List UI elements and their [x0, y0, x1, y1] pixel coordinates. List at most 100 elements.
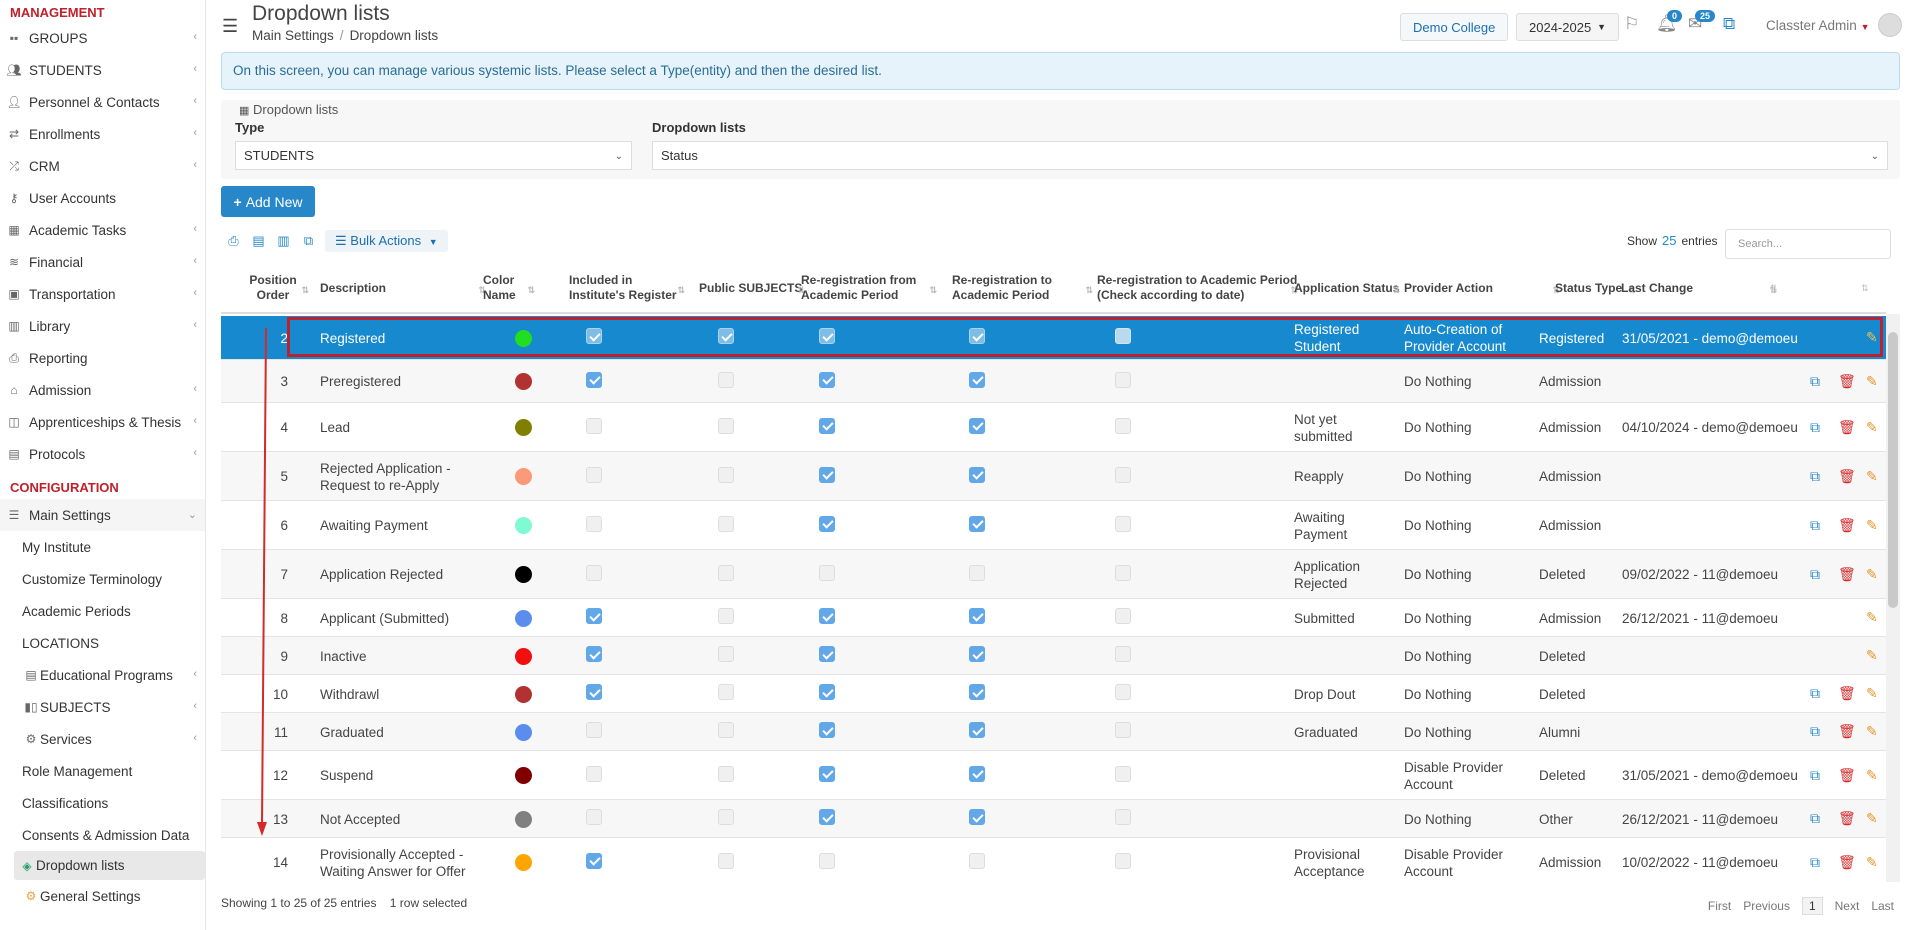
checkbox-date[interactable]	[1115, 608, 1131, 624]
checkbox-inc[interactable]	[586, 684, 602, 700]
sidebar-item-dropdown-lists[interactable]: ◈ Dropdown lists	[14, 851, 205, 880]
column-header-6[interactable]: Re-registration to Academic Period ⇅	[952, 262, 1097, 314]
sidebar-item-personnel-contacts[interactable]: 👤︎ Personnel & Contacts ‹	[0, 86, 205, 118]
checkbox-from[interactable]	[819, 564, 835, 581]
checkbox-date[interactable]	[1115, 852, 1131, 869]
checkbox-pub[interactable]	[718, 515, 734, 532]
column-header-8[interactable]: Application Status ⇅	[1294, 262, 1404, 314]
copy-icon[interactable]: ⧉	[1810, 418, 1820, 435]
checkbox-to[interactable]	[969, 564, 985, 581]
edit-icon[interactable]: ✎	[1866, 467, 1878, 484]
type-select[interactable]: STUDENTS ⌄	[235, 141, 632, 170]
sidebar-item-customize-terminology[interactable]: Customize Terminology	[0, 563, 205, 595]
sidebar-item-academic-periods[interactable]: Academic Periods	[0, 595, 205, 627]
checkbox-date[interactable]	[1115, 646, 1131, 662]
edit-icon[interactable]: ✎	[1866, 810, 1878, 826]
next-page-link[interactable]: Next	[1834, 899, 1860, 913]
sidebar-item-educational-programs[interactable]: ▤ Educational Programs ‹	[0, 659, 205, 691]
previous-page-link[interactable]: Previous	[1743, 899, 1790, 913]
college-selector[interactable]: Demo College	[1400, 13, 1509, 41]
checkbox-from[interactable]	[819, 646, 835, 662]
checkbox-from[interactable]	[819, 608, 835, 624]
checkbox-to[interactable]	[969, 809, 985, 825]
table-scrollbar[interactable]	[1886, 314, 1900, 882]
table-row[interactable]: 13 Not Accepted Do Nothing Other 26/12/2021 …	[221, 800, 1886, 838]
column-header-4[interactable]: Public SUBJECTS ⇅	[699, 262, 809, 314]
search-input[interactable]: Search...	[1725, 229, 1891, 259]
copy-icon[interactable]: ⧉	[1810, 516, 1820, 533]
checkbox-date[interactable]	[1115, 328, 1131, 344]
sidebar-item-apprenticeships-thesis[interactable]: ◫ Apprenticeships & Thesis ‹	[0, 406, 205, 438]
edit-icon[interactable]: ✎	[1866, 516, 1878, 533]
sidebar-item-my-institute[interactable]: My Institute	[0, 531, 205, 563]
checkbox-date[interactable]	[1115, 515, 1131, 532]
edit-icon[interactable]: ✎	[1866, 372, 1878, 389]
edit-icon[interactable]: ✎	[1866, 329, 1878, 345]
checkbox-pub[interactable]	[718, 564, 734, 581]
checkbox-to[interactable]	[969, 466, 985, 483]
delete-icon[interactable]: 🗑︎	[1838, 418, 1856, 435]
checkbox-date[interactable]	[1115, 466, 1131, 483]
delete-icon[interactable]: 🗑︎	[1838, 516, 1856, 533]
checkbox-from[interactable]	[819, 684, 835, 700]
edit-icon[interactable]: ✎	[1866, 766, 1878, 783]
page-length-select[interactable]: 25	[1662, 233, 1677, 248]
delete-icon[interactable]: 🗑︎	[1838, 766, 1856, 783]
sidebar-item-students[interactable]: 👥︎ STUDENTS ‹	[0, 54, 205, 86]
delete-icon[interactable]: 🗑︎	[1838, 372, 1856, 389]
pdf-icon[interactable]: ▥	[277, 233, 290, 248]
table-row[interactable]: 5 Rejected Application - Request to re-Ap…	[221, 452, 1886, 501]
column-header-9[interactable]: Provider Action ⇅	[1404, 262, 1564, 314]
excel-icon[interactable]: ▤	[252, 233, 265, 248]
sidebar-item-user-accounts[interactable]: ⚷ User Accounts	[0, 182, 205, 214]
table-row[interactable]: 10 Withdrawl Drop Dout Do Nothing Deleted ⧉ 🗑︎…	[221, 675, 1886, 713]
sidebar-item-protocols[interactable]: ▤ Protocols ‹	[0, 438, 205, 470]
checkbox-from[interactable]	[819, 722, 835, 738]
sidebar-item-services[interactable]: ⚙ Services ‹	[0, 723, 205, 755]
checkbox-from[interactable]	[819, 515, 835, 532]
avatar[interactable]	[1878, 13, 1902, 37]
sidebar-item-crm[interactable]: ⤮ CRM ‹	[0, 150, 205, 182]
copy-icon[interactable]: ⧉	[1810, 810, 1820, 826]
checkbox-inc[interactable]	[586, 564, 602, 581]
sidebar-item-general-settings[interactable]: ⚙ General Settings	[0, 880, 205, 912]
sidebar-item-academic-tasks[interactable]: ▦ Academic Tasks ‹	[0, 214, 205, 246]
table-row[interactable]: 8 Applicant (Submitted) Submitted Do Nothin…	[221, 599, 1886, 637]
checkbox-inc[interactable]	[586, 765, 602, 782]
checkbox-pub[interactable]	[718, 371, 734, 388]
table-row[interactable]: 4 Lead Not yet submitted Do Nothing Admissio…	[221, 403, 1886, 452]
checkbox-pub[interactable]	[718, 646, 734, 662]
sidebar-item-subjects[interactable]: ▮▯ SUBJECTS ‹	[0, 691, 205, 723]
last-page-link[interactable]: Last	[1871, 899, 1894, 913]
sidebar-item-consents-admission-data[interactable]: Consents & Admission Data	[0, 819, 205, 851]
copy-icon[interactable]: ⧉	[1810, 467, 1820, 484]
copy-icon[interactable]: ⧉	[1810, 723, 1820, 739]
checkbox-pub[interactable]	[718, 852, 734, 869]
table-row[interactable]: 6 Awaiting Payment Awaiting Payment Do Noth…	[221, 501, 1886, 550]
scrollbar-thumb[interactable]	[1888, 332, 1898, 608]
column-header-2[interactable]: Color Name ⇅	[483, 262, 539, 314]
sidebar-item-groups[interactable]: ▪▪ GROUPS ‹	[0, 22, 205, 54]
edit-icon[interactable]: ✎	[1866, 647, 1878, 663]
sidebar-item-role-management[interactable]: Role Management	[0, 755, 205, 787]
column-header-1[interactable]: Description ⇅	[320, 262, 490, 314]
table-row[interactable]: 11 Graduated Graduated Do Nothing Alumni ⧉ 🗑︎ ✎	[221, 713, 1886, 751]
table-row[interactable]: 3 Preregistered Do Nothing Admission ⧉ 🗑︎ ✎	[221, 360, 1886, 403]
checkbox-inc[interactable]	[586, 646, 602, 662]
table-row[interactable]: 2 Registered Registered Student Auto-Creati…	[221, 316, 1886, 360]
year-selector[interactable]: 2024-2025 ▼	[1516, 13, 1620, 41]
copy-icon[interactable]: ⧉	[1810, 372, 1820, 389]
table-row[interactable]: 14 Provisionally Accepted - Waiting Answe…	[221, 838, 1886, 882]
delete-icon[interactable]: 🗑︎	[1838, 685, 1856, 701]
checkbox-inc[interactable]	[586, 328, 602, 344]
checkbox-inc[interactable]	[586, 852, 602, 869]
column-header-7[interactable]: Re-registration to Academic Period (Chec…	[1097, 262, 1302, 314]
checkbox-from[interactable]	[819, 417, 835, 434]
checkbox-to[interactable]	[969, 417, 985, 434]
edit-icon[interactable]: ✎	[1866, 418, 1878, 435]
checkbox-from[interactable]	[819, 852, 835, 869]
edit-icon[interactable]: ✎	[1866, 609, 1878, 625]
checkbox-date[interactable]	[1115, 684, 1131, 700]
dropdown-list-select[interactable]: Status ⌄	[652, 141, 1888, 170]
delete-icon[interactable]: 🗑︎	[1838, 853, 1856, 870]
